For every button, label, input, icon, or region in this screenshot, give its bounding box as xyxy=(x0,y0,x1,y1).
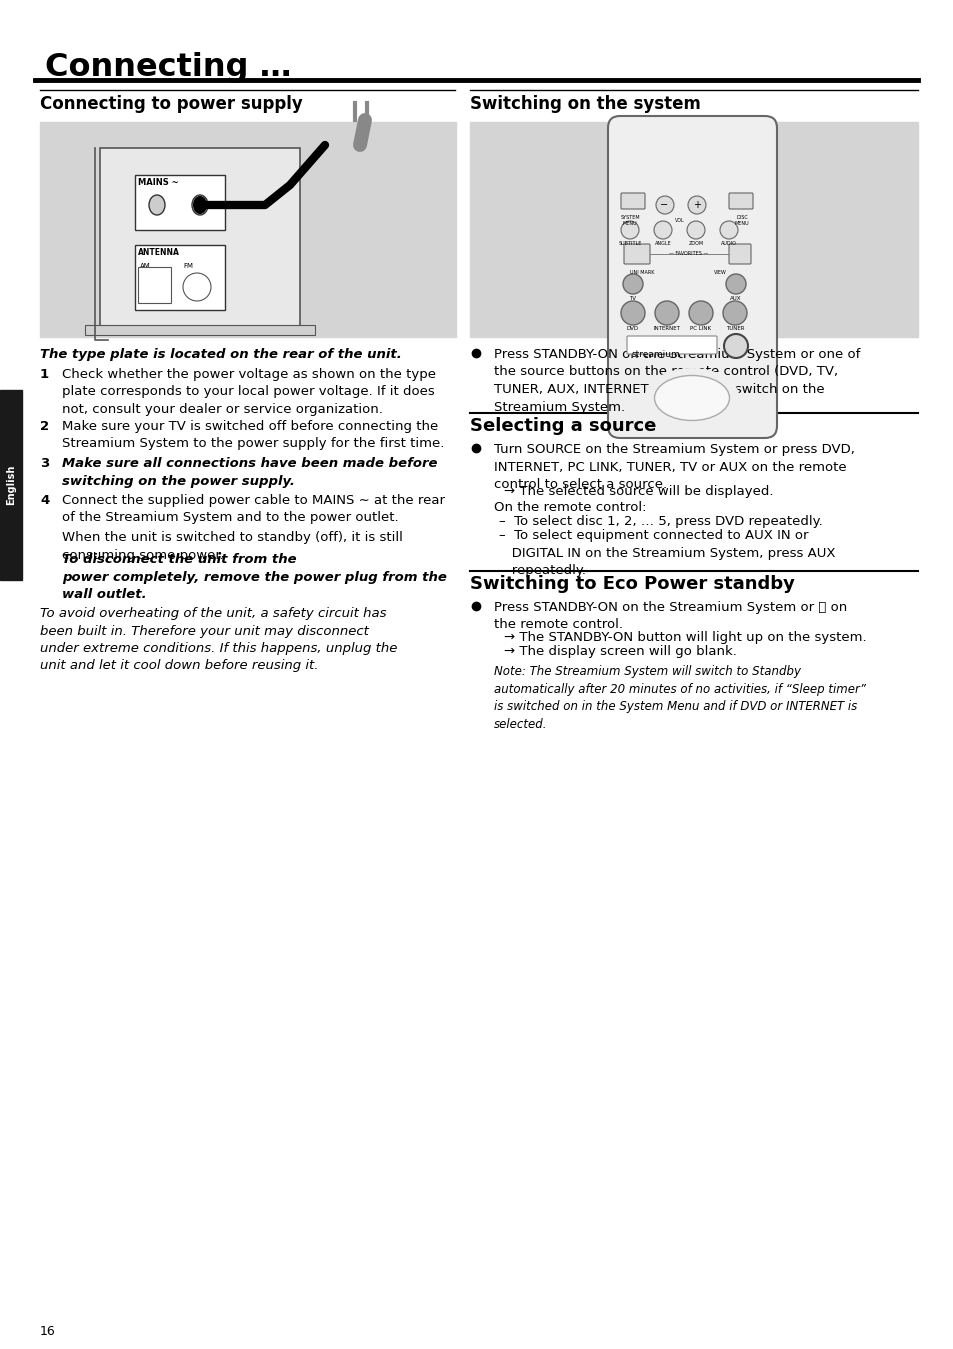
Ellipse shape xyxy=(654,375,729,421)
Text: SYSTEM
MENU: SYSTEM MENU xyxy=(619,214,639,225)
Bar xyxy=(100,148,299,328)
Circle shape xyxy=(654,221,671,239)
Circle shape xyxy=(722,301,746,325)
Text: 1: 1 xyxy=(40,368,49,380)
Circle shape xyxy=(656,196,673,214)
Text: AUDIO: AUDIO xyxy=(720,241,736,246)
Circle shape xyxy=(687,196,705,214)
Bar xyxy=(470,121,917,337)
Text: To disconnect the unit from the
power completely, remove the power plug from the: To disconnect the unit from the power co… xyxy=(62,553,446,602)
Text: TV: TV xyxy=(629,295,636,301)
Circle shape xyxy=(686,221,704,239)
Text: AUX: AUX xyxy=(729,295,741,301)
Text: FM: FM xyxy=(183,263,193,268)
Bar xyxy=(138,267,171,304)
Text: Press STANDBY-ON on the Streamium System or ⏻ on
the remote control.: Press STANDBY-ON on the Streamium System… xyxy=(494,602,846,631)
Ellipse shape xyxy=(192,196,208,214)
Text: Press STANDBY-ON on the Streamium System or one of
the source buttons on the rem: Press STANDBY-ON on the Streamium System… xyxy=(494,348,860,414)
Circle shape xyxy=(688,301,712,325)
Ellipse shape xyxy=(149,196,165,214)
Circle shape xyxy=(725,274,745,294)
Circle shape xyxy=(720,221,738,239)
Circle shape xyxy=(723,335,747,357)
Circle shape xyxy=(620,221,639,239)
Text: DVD: DVD xyxy=(626,326,639,331)
Text: DISC
MENU: DISC MENU xyxy=(734,214,748,225)
Text: → The selected source will be displayed.: → The selected source will be displayed. xyxy=(503,486,773,498)
Text: SUBTITLE: SUBTITLE xyxy=(618,241,641,246)
Text: Check whether the power voltage as shown on the type
plate corresponds to your l: Check whether the power voltage as shown… xyxy=(62,368,436,415)
Bar xyxy=(40,121,456,337)
Text: English: English xyxy=(6,465,16,505)
Ellipse shape xyxy=(193,196,207,214)
Text: TUNER: TUNER xyxy=(725,326,743,331)
Text: When the unit is switched to standby (off), it is still
consuming some power.: When the unit is switched to standby (of… xyxy=(62,532,402,561)
Circle shape xyxy=(183,272,211,301)
Text: –  To select equipment connected to AUX IN or
   DIGITAL IN on the Streamium Sys: – To select equipment connected to AUX I… xyxy=(498,529,835,577)
Text: Connecting …: Connecting … xyxy=(45,53,292,84)
Text: 2: 2 xyxy=(40,420,49,433)
Text: UNI MARK: UNI MARK xyxy=(629,270,654,275)
Text: 4: 4 xyxy=(40,494,50,507)
Text: MAINS ~: MAINS ~ xyxy=(138,178,178,188)
Circle shape xyxy=(620,301,644,325)
Bar xyxy=(0,390,22,580)
Text: 16: 16 xyxy=(40,1325,55,1338)
Text: ANTENNA: ANTENNA xyxy=(138,248,180,258)
Text: Turn SOURCE on the Streamium System or press DVD,
INTERNET, PC LINK, TUNER, TV o: Turn SOURCE on the Streamium System or p… xyxy=(494,442,854,491)
Text: ZOOM: ZOOM xyxy=(688,241,702,246)
FancyBboxPatch shape xyxy=(626,336,717,353)
Text: The type plate is located on the rear of the unit.: The type plate is located on the rear of… xyxy=(40,348,401,362)
Text: 3: 3 xyxy=(40,457,50,469)
Text: → The display screen will go blank.: → The display screen will go blank. xyxy=(503,645,736,658)
Text: Note: The Streamium System will switch to Standby
automatically after 20 minutes: Note: The Streamium System will switch t… xyxy=(494,665,865,731)
Text: → The STANDBY-ON button will light up on the system.: → The STANDBY-ON button will light up on… xyxy=(503,631,865,643)
Text: AM: AM xyxy=(140,263,151,268)
Circle shape xyxy=(622,274,642,294)
Text: INTERNET: INTERNET xyxy=(653,326,679,331)
Text: To avoid overheating of the unit, a safety circuit has
been built in. Therefore : To avoid overheating of the unit, a safe… xyxy=(40,607,397,673)
Text: VIEW: VIEW xyxy=(713,270,725,275)
Text: Connecting to power supply: Connecting to power supply xyxy=(40,94,302,113)
FancyBboxPatch shape xyxy=(620,193,644,209)
Text: Switching on the system: Switching on the system xyxy=(470,94,700,113)
Text: ANGLE: ANGLE xyxy=(654,241,671,246)
Bar xyxy=(85,325,314,335)
FancyBboxPatch shape xyxy=(728,244,750,264)
Text: streamium: streamium xyxy=(631,349,680,359)
Text: Make sure your TV is switched off before connecting the
Streamium System to the : Make sure your TV is switched off before… xyxy=(62,420,444,451)
FancyBboxPatch shape xyxy=(728,193,752,209)
Bar xyxy=(135,246,225,310)
Text: Selecting a source: Selecting a source xyxy=(470,417,656,434)
Text: +: + xyxy=(692,200,700,210)
Ellipse shape xyxy=(644,368,739,428)
Text: Make sure all connections have been made before
switching on the power supply.: Make sure all connections have been made… xyxy=(62,457,437,487)
Text: –  To select disc 1, 2, … 5, press DVD repeatedly.: – To select disc 1, 2, … 5, press DVD re… xyxy=(498,515,821,527)
Bar xyxy=(135,175,225,229)
Circle shape xyxy=(655,301,679,325)
FancyBboxPatch shape xyxy=(607,116,776,438)
Text: Connect the supplied power cable to MAINS ∼ at the rear
of the Streamium System : Connect the supplied power cable to MAIN… xyxy=(62,494,444,525)
Text: −: − xyxy=(659,200,667,210)
Text: VOL: VOL xyxy=(675,219,684,223)
Text: — FAVORITES —: — FAVORITES — xyxy=(669,251,708,256)
Text: On the remote control:: On the remote control: xyxy=(494,500,646,514)
Text: Switching to Eco Power standby: Switching to Eco Power standby xyxy=(470,575,794,594)
Text: PC LINK: PC LINK xyxy=(690,326,711,331)
FancyBboxPatch shape xyxy=(623,244,649,264)
